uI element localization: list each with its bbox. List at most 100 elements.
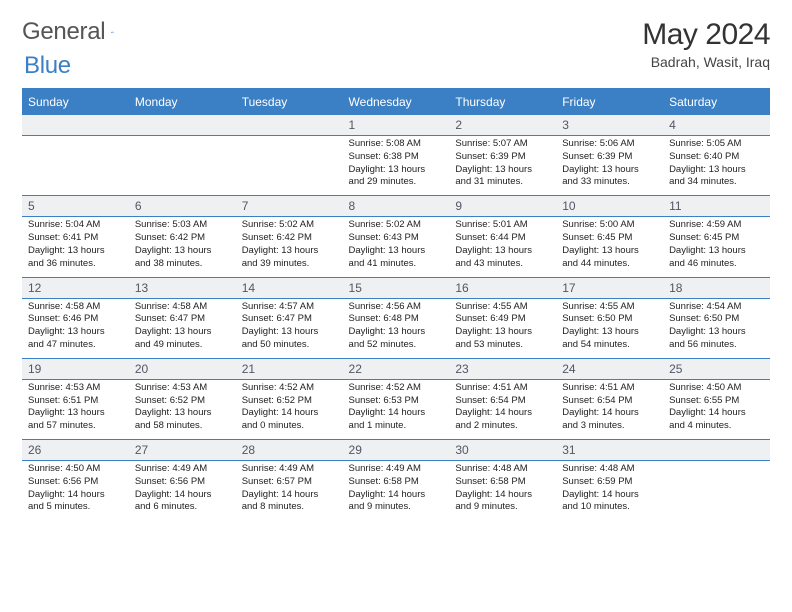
day-number: 8 — [343, 196, 450, 216]
info-line: and 39 minutes. — [242, 258, 337, 271]
day-cell-info: Sunrise: 5:08 AMSunset: 6:38 PMDaylight:… — [343, 136, 450, 196]
info-line: Daylight: 14 hours — [669, 407, 764, 420]
day-cell-info — [129, 136, 236, 196]
day-cell-number: 9 — [449, 196, 556, 217]
day-number: 27 — [129, 440, 236, 460]
day-cell-info: Sunrise: 4:53 AMSunset: 6:51 PMDaylight:… — [22, 379, 129, 439]
day-info: Sunrise: 4:55 AMSunset: 6:50 PMDaylight:… — [556, 299, 663, 358]
day-number: 9 — [449, 196, 556, 216]
day-info: Sunrise: 5:05 AMSunset: 6:40 PMDaylight:… — [663, 136, 770, 195]
day-cell-number: 29 — [343, 440, 450, 461]
brand-text-1: General — [22, 18, 105, 46]
day-cell-info: Sunrise: 4:49 AMSunset: 6:58 PMDaylight:… — [343, 461, 450, 521]
info-line: and 29 minutes. — [349, 176, 444, 189]
day-cell-number: 13 — [129, 277, 236, 298]
info-line: Sunrise: 4:55 AM — [562, 301, 657, 314]
info-line: Daylight: 13 hours — [242, 245, 337, 258]
info-line: Daylight: 13 hours — [135, 326, 230, 339]
day-cell-info: Sunrise: 4:54 AMSunset: 6:50 PMDaylight:… — [663, 298, 770, 358]
info-line: Sunset: 6:53 PM — [349, 395, 444, 408]
day-number: 31 — [556, 440, 663, 460]
day-info: Sunrise: 4:55 AMSunset: 6:49 PMDaylight:… — [449, 299, 556, 358]
info-line: Sunrise: 4:59 AM — [669, 219, 764, 232]
info-line: Sunset: 6:54 PM — [562, 395, 657, 408]
day-header: Thursday — [449, 89, 556, 115]
day-info: Sunrise: 5:04 AMSunset: 6:41 PMDaylight:… — [22, 217, 129, 276]
info-line: and 46 minutes. — [669, 258, 764, 271]
info-line: Sunrise: 4:55 AM — [455, 301, 550, 314]
info-line: and 9 minutes. — [455, 501, 550, 514]
day-number: 17 — [556, 278, 663, 298]
info-line: and 4 minutes. — [669, 420, 764, 433]
day-info: Sunrise: 4:49 AMSunset: 6:58 PMDaylight:… — [343, 461, 450, 520]
info-line: and 44 minutes. — [562, 258, 657, 271]
calendar-body: 1234 Sunrise: 5:08 AMSunset: 6:38 PMDayl… — [22, 115, 770, 521]
week-daynum-row: 1234 — [22, 115, 770, 136]
info-line: Sunrise: 4:49 AM — [349, 463, 444, 476]
info-line: Sunrise: 5:01 AM — [455, 219, 550, 232]
day-cell-number: 24 — [556, 358, 663, 379]
info-line: and 52 minutes. — [349, 339, 444, 352]
info-line: and 50 minutes. — [242, 339, 337, 352]
day-number: 30 — [449, 440, 556, 460]
info-line: Daylight: 13 hours — [349, 164, 444, 177]
info-line: Daylight: 13 hours — [669, 164, 764, 177]
info-line: Daylight: 13 hours — [135, 245, 230, 258]
info-line: Sunrise: 4:52 AM — [349, 382, 444, 395]
day-number: 28 — [236, 440, 343, 460]
info-line: Daylight: 13 hours — [28, 407, 123, 420]
info-line: and 5 minutes. — [28, 501, 123, 514]
info-line: Sunset: 6:46 PM — [28, 313, 123, 326]
day-cell-number: 28 — [236, 440, 343, 461]
day-info — [22, 136, 129, 188]
calendar-table: SundayMondayTuesdayWednesdayThursdayFrid… — [22, 88, 770, 520]
info-line: Daylight: 14 hours — [135, 489, 230, 502]
day-number: 13 — [129, 278, 236, 298]
title-block: May 2024 Badrah, Wasit, Iraq — [642, 18, 770, 70]
day-number: 14 — [236, 278, 343, 298]
day-cell-number — [236, 115, 343, 136]
day-info: Sunrise: 4:54 AMSunset: 6:50 PMDaylight:… — [663, 299, 770, 358]
info-line: Sunset: 6:50 PM — [669, 313, 764, 326]
info-line: and 3 minutes. — [562, 420, 657, 433]
week-info-row: Sunrise: 5:08 AMSunset: 6:38 PMDaylight:… — [22, 136, 770, 196]
day-cell-number: 7 — [236, 196, 343, 217]
info-line: Sunrise: 4:53 AM — [135, 382, 230, 395]
day-cell-number: 21 — [236, 358, 343, 379]
info-line: Sunset: 6:42 PM — [242, 232, 337, 245]
info-line: Daylight: 13 hours — [242, 326, 337, 339]
info-line: Daylight: 14 hours — [242, 489, 337, 502]
day-info: Sunrise: 4:51 AMSunset: 6:54 PMDaylight:… — [449, 380, 556, 439]
day-number: 24 — [556, 359, 663, 379]
info-line: Sunset: 6:48 PM — [349, 313, 444, 326]
day-number: 6 — [129, 196, 236, 216]
info-line: Sunrise: 4:51 AM — [562, 382, 657, 395]
day-info: Sunrise: 4:50 AMSunset: 6:55 PMDaylight:… — [663, 380, 770, 439]
day-cell-number: 10 — [556, 196, 663, 217]
day-number: 23 — [449, 359, 556, 379]
info-line: Sunrise: 4:49 AM — [242, 463, 337, 476]
calendar-head: SundayMondayTuesdayWednesdayThursdayFrid… — [22, 89, 770, 115]
day-info: Sunrise: 4:49 AMSunset: 6:57 PMDaylight:… — [236, 461, 343, 520]
info-line: Sunset: 6:47 PM — [242, 313, 337, 326]
info-line: and 54 minutes. — [562, 339, 657, 352]
day-cell-number: 1 — [343, 115, 450, 136]
month-title: May 2024 — [642, 18, 770, 52]
info-line: and 38 minutes. — [135, 258, 230, 271]
day-cell-info: Sunrise: 4:48 AMSunset: 6:58 PMDaylight:… — [449, 461, 556, 521]
day-info: Sunrise: 5:01 AMSunset: 6:44 PMDaylight:… — [449, 217, 556, 276]
info-line: Daylight: 13 hours — [28, 326, 123, 339]
day-cell-info: Sunrise: 4:57 AMSunset: 6:47 PMDaylight:… — [236, 298, 343, 358]
day-cell-info: Sunrise: 5:05 AMSunset: 6:40 PMDaylight:… — [663, 136, 770, 196]
day-cell-number: 15 — [343, 277, 450, 298]
week-daynum-row: 262728293031 — [22, 440, 770, 461]
info-line: Sunset: 6:54 PM — [455, 395, 550, 408]
info-line: Sunrise: 4:51 AM — [455, 382, 550, 395]
info-line: Sunrise: 4:48 AM — [455, 463, 550, 476]
day-number: 18 — [663, 278, 770, 298]
day-number: 21 — [236, 359, 343, 379]
day-cell-number: 19 — [22, 358, 129, 379]
info-line: Sunset: 6:55 PM — [669, 395, 764, 408]
day-number: 10 — [556, 196, 663, 216]
day-info: Sunrise: 4:53 AMSunset: 6:52 PMDaylight:… — [129, 380, 236, 439]
